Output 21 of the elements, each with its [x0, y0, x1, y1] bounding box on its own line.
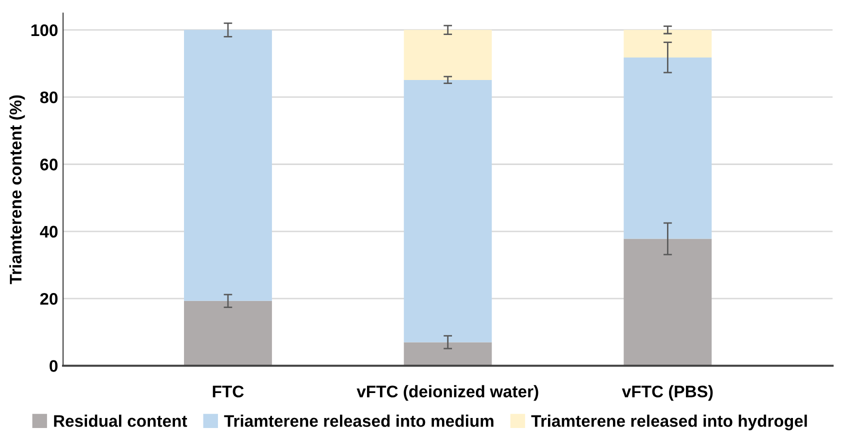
bar: [404, 80, 492, 342]
bar: [184, 30, 272, 301]
y-tick-label: 0: [50, 360, 58, 372]
x-tick-label: FTC: [212, 386, 244, 398]
legend-label: Residual content: [54, 414, 188, 427]
y-tick-label: 100: [31, 24, 58, 36]
y-tick-label: 80: [40, 91, 58, 104]
y-tick-label: 40: [40, 226, 58, 238]
bar: [404, 342, 492, 366]
y-tick-label: 20: [40, 292, 58, 305]
x-tick-label: vFTC (PBS): [622, 385, 713, 401]
y-tick-label: 60: [40, 158, 58, 170]
bar: [184, 300, 272, 366]
legend-label: Triamterene released into medium: [224, 414, 494, 427]
y-axis-title: Triamterene content (%): [9, 95, 25, 284]
legend-label: Triamterene released into hydrogel: [531, 414, 807, 430]
bar: [624, 57, 712, 239]
x-tick-label: vFTC (deionized water): [356, 385, 538, 401]
bar: [404, 30, 492, 80]
bar: [624, 30, 712, 58]
bar: [624, 238, 712, 366]
